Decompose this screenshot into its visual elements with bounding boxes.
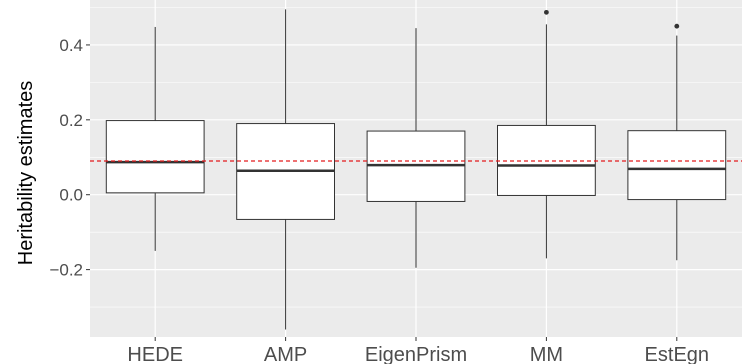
box-mm xyxy=(497,9,596,259)
y-axis-title: Heritability estimates xyxy=(15,81,37,266)
axes: −0.2 0.0 0.2 0.4 HEDE AMP EigenPrism MM EstEgn xyxy=(49,36,709,364)
y-tick-label: 0.0 xyxy=(59,186,83,205)
box-estegn xyxy=(627,23,727,261)
y-tick-label: 0.2 xyxy=(59,111,83,130)
box-eigenprism xyxy=(366,28,466,268)
y-tick-label: −0.2 xyxy=(49,261,83,280)
x-tick-label: HEDE xyxy=(127,344,183,364)
box-amp xyxy=(236,9,335,330)
x-tick-label: AMP xyxy=(264,344,307,364)
outlier-point xyxy=(674,23,680,29)
box-series xyxy=(105,9,727,330)
box-body xyxy=(105,120,205,194)
box-hede xyxy=(105,26,205,251)
x-tick-label: EigenPrism xyxy=(365,344,467,364)
outlier-point xyxy=(544,9,549,15)
x-tick-label: MM xyxy=(530,344,563,364)
y-tick-label: 0.4 xyxy=(59,36,83,55)
box-body xyxy=(627,130,727,201)
x-tick-label: EstEgn xyxy=(645,344,709,364)
